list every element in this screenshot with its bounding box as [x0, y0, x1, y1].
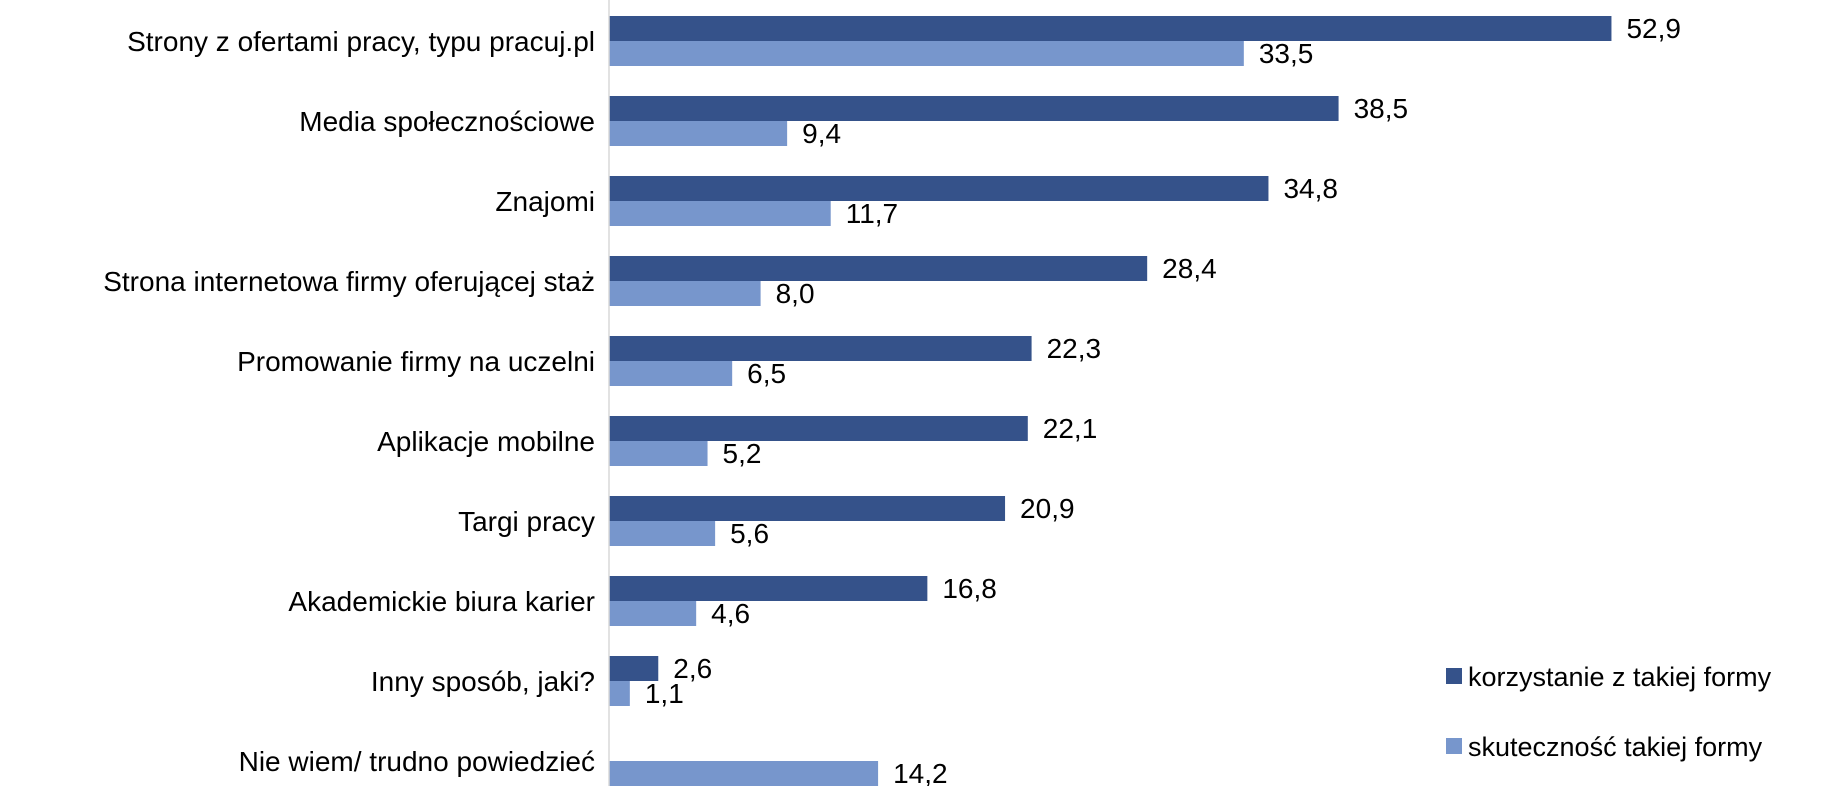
bar-series-2	[609, 521, 716, 546]
data-label: 33,5	[1259, 38, 1314, 69]
bar-series-1	[609, 576, 928, 601]
bar-series-1	[609, 16, 1612, 41]
legend-swatch	[1446, 738, 1462, 754]
category-labels: Strony z ofertami pracy, typu pracuj.pl M…	[103, 26, 595, 777]
data-label: 22,1	[1043, 413, 1098, 444]
category-label: Inny sposób, jaki?	[371, 666, 595, 697]
bar-series-2	[609, 201, 831, 226]
category-label: Znajomi	[495, 186, 595, 217]
data-label: 2,6	[673, 653, 712, 684]
data-label: 14,2	[893, 758, 948, 786]
bar-series-1	[609, 256, 1148, 281]
bar-series-2	[609, 41, 1244, 66]
data-label: 5,2	[723, 438, 762, 469]
category-label: Nie wiem/ trudno powiedzieć	[239, 746, 595, 777]
legend-label: skuteczność takiej formy	[1468, 732, 1763, 762]
category-label: Promowanie firmy na uczelni	[237, 346, 595, 377]
data-label: 8,0	[776, 278, 815, 309]
data-label: 9,4	[802, 118, 841, 149]
bar-series-1	[609, 96, 1339, 121]
data-label: 52,9	[1626, 13, 1681, 44]
data-label: 4,6	[711, 598, 750, 629]
legend: korzystanie z takiej formy skuteczność ta…	[1446, 662, 1772, 762]
data-label: 22,3	[1047, 333, 1102, 364]
legend-label: korzystanie z takiej formy	[1468, 662, 1772, 692]
legend-swatch	[1446, 668, 1462, 684]
data-label: 38,5	[1354, 93, 1409, 124]
data-label: 5,6	[730, 518, 769, 549]
bars-layer	[609, 16, 1612, 786]
data-label: 34,8	[1283, 173, 1338, 204]
bar-series-2	[609, 601, 697, 626]
bar-series-2	[609, 121, 788, 146]
category-label: Strony z ofertami pracy, typu pracuj.pl	[127, 26, 595, 57]
category-label: Aplikacje mobilne	[377, 426, 595, 457]
bar-series-2	[609, 441, 708, 466]
category-label: Strona internetowa firmy oferującej staż	[103, 266, 595, 297]
category-label: Akademickie biura karier	[288, 586, 595, 617]
category-label: Media społecznościowe	[299, 106, 595, 137]
data-label: 28,4	[1162, 253, 1217, 284]
data-label: 20,9	[1020, 493, 1074, 524]
bar-series-2	[609, 681, 630, 706]
bar-series-2	[609, 361, 733, 386]
value-labels: 52,9 33,5 38,5 9,4 34,8 11,7 28,4 8,0 22,3 6,5 22,…	[645, 13, 1681, 789]
bar-series-1	[609, 496, 1006, 521]
bar-series-2	[609, 281, 761, 306]
bar-series-1	[609, 416, 1028, 441]
bar-series-1	[609, 336, 1032, 361]
bar-series-1	[609, 656, 659, 681]
data-label: 6,5	[747, 358, 786, 389]
bar-series-2	[609, 761, 879, 786]
category-label: Targi pracy	[458, 506, 595, 537]
data-label: 11,7	[846, 198, 898, 229]
bar-series-1	[609, 176, 1269, 201]
data-label: 1,1	[645, 678, 684, 709]
data-label: 16,8	[942, 573, 997, 604]
